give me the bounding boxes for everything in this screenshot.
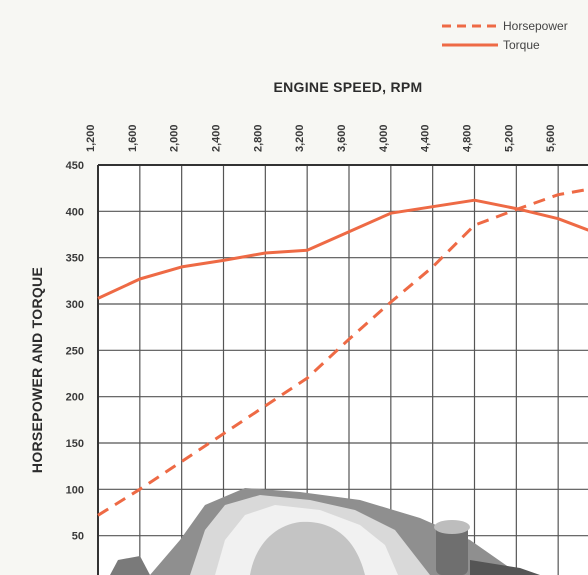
x-tick-label: 4,800 (462, 124, 474, 152)
x-axis-title: ENGINE SPEED, RPM (273, 79, 422, 95)
engine-image-part (470, 560, 540, 575)
y-tick-label: 150 (66, 438, 84, 450)
x-tick-label: 3,600 (336, 124, 348, 152)
legend-label-torque: Torque (503, 38, 540, 52)
y-tick-label: 200 (66, 392, 84, 404)
engine-image-part (436, 525, 468, 575)
series-line-torque (97, 198, 588, 300)
x-tick-label: 2,000 (169, 124, 181, 152)
y-tick-label: 400 (66, 206, 84, 218)
x-tick-label: 2,400 (211, 124, 223, 152)
y-tick-label: 300 (66, 299, 84, 311)
y-tick-label: 250 (66, 345, 84, 357)
x-tick-label: 4,400 (420, 124, 432, 152)
x-tick-label: 5,200 (503, 124, 515, 152)
y-tick-label: 450 (66, 160, 84, 172)
x-tick-label: 2,800 (252, 124, 264, 152)
x-tick-label: 1,600 (127, 124, 139, 152)
y-tick-label: 100 (66, 484, 84, 496)
y-tick-label: 50 (72, 531, 84, 543)
x-tick-label: 5,600 (545, 124, 557, 152)
x-tick-label: 1,200 (85, 124, 97, 152)
engine-image (110, 488, 540, 575)
y-axis-title: HORSEPOWER AND TORQUE (29, 267, 45, 473)
engine-image-part (110, 556, 150, 575)
engine-image-part (434, 520, 470, 534)
x-tick-label: 3,200 (294, 124, 306, 152)
engine-image-part (250, 521, 365, 575)
y-tick-label: 350 (66, 253, 84, 265)
legend-label-horsepower: Horsepower (503, 19, 568, 33)
x-tick-label: 4,000 (378, 124, 390, 152)
